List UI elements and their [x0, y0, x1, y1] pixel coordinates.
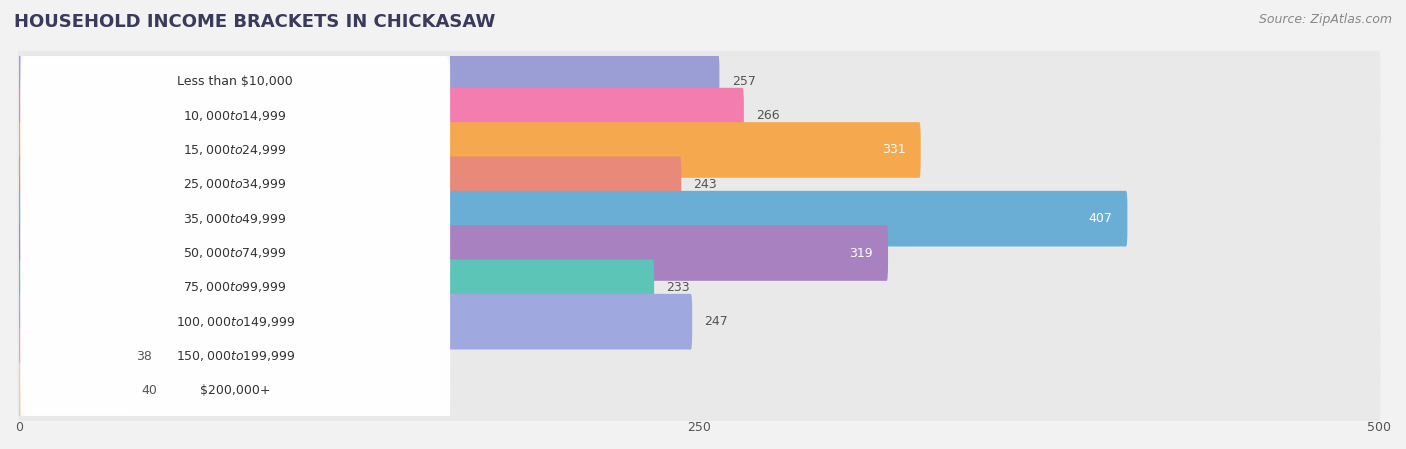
Text: 243: 243 — [693, 178, 717, 191]
FancyBboxPatch shape — [20, 228, 450, 347]
Text: 40: 40 — [142, 384, 157, 397]
Text: 331: 331 — [882, 144, 905, 156]
FancyBboxPatch shape — [20, 159, 450, 278]
FancyBboxPatch shape — [18, 360, 1381, 421]
Text: $25,000 to $34,999: $25,000 to $34,999 — [184, 177, 287, 191]
FancyBboxPatch shape — [20, 331, 450, 449]
FancyBboxPatch shape — [18, 88, 744, 143]
Text: 233: 233 — [666, 281, 690, 294]
Text: $10,000 to $14,999: $10,000 to $14,999 — [184, 109, 287, 123]
Text: $150,000 to $199,999: $150,000 to $199,999 — [176, 349, 295, 363]
Text: 319: 319 — [849, 247, 873, 260]
FancyBboxPatch shape — [18, 188, 1381, 249]
FancyBboxPatch shape — [18, 191, 1128, 247]
FancyBboxPatch shape — [20, 22, 450, 141]
FancyBboxPatch shape — [18, 154, 1381, 215]
FancyBboxPatch shape — [18, 294, 692, 349]
Text: 266: 266 — [756, 109, 780, 122]
Text: $75,000 to $99,999: $75,000 to $99,999 — [184, 280, 287, 295]
Text: Source: ZipAtlas.com: Source: ZipAtlas.com — [1258, 13, 1392, 26]
FancyBboxPatch shape — [20, 56, 450, 175]
FancyBboxPatch shape — [20, 194, 450, 313]
Text: HOUSEHOLD INCOME BRACKETS IN CHICKASAW: HOUSEHOLD INCOME BRACKETS IN CHICKASAW — [14, 13, 495, 31]
Text: 407: 407 — [1088, 212, 1112, 225]
Text: $200,000+: $200,000+ — [200, 384, 270, 397]
FancyBboxPatch shape — [18, 260, 654, 315]
Text: $15,000 to $24,999: $15,000 to $24,999 — [184, 143, 287, 157]
Text: $35,000 to $49,999: $35,000 to $49,999 — [184, 211, 287, 226]
FancyBboxPatch shape — [20, 262, 450, 381]
FancyBboxPatch shape — [18, 222, 1381, 284]
FancyBboxPatch shape — [18, 362, 129, 418]
FancyBboxPatch shape — [20, 91, 450, 209]
FancyBboxPatch shape — [20, 297, 450, 415]
Text: 247: 247 — [704, 315, 728, 328]
Text: $50,000 to $74,999: $50,000 to $74,999 — [184, 246, 287, 260]
FancyBboxPatch shape — [18, 85, 1381, 146]
FancyBboxPatch shape — [18, 326, 1381, 387]
FancyBboxPatch shape — [18, 51, 1381, 112]
Text: 38: 38 — [136, 349, 152, 362]
Text: 257: 257 — [731, 75, 755, 88]
FancyBboxPatch shape — [18, 53, 720, 109]
FancyBboxPatch shape — [18, 122, 921, 178]
FancyBboxPatch shape — [20, 125, 450, 244]
FancyBboxPatch shape — [18, 225, 889, 281]
FancyBboxPatch shape — [18, 291, 1381, 352]
FancyBboxPatch shape — [18, 328, 124, 384]
FancyBboxPatch shape — [18, 257, 1381, 318]
Text: $100,000 to $149,999: $100,000 to $149,999 — [176, 315, 295, 329]
Text: Less than $10,000: Less than $10,000 — [177, 75, 292, 88]
FancyBboxPatch shape — [18, 157, 682, 212]
FancyBboxPatch shape — [18, 119, 1381, 180]
